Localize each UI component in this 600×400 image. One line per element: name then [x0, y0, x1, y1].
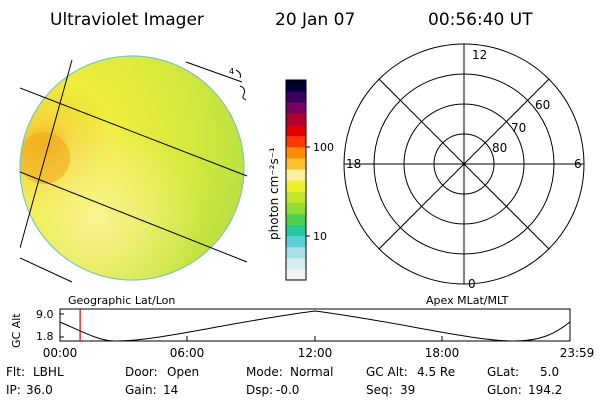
- polar-plot: 12 6 0 18 60 70 80: [343, 43, 585, 291]
- status-seq-value: 39: [400, 383, 415, 397]
- mlat-label-60: 60: [535, 98, 550, 112]
- time-label: 00:56:40 UT: [428, 10, 533, 30]
- geographic-grid-lines: [20, 59, 248, 283]
- color-bar-segment: [286, 168, 306, 181]
- timeline-xtick-1200: 12:00: [298, 346, 333, 360]
- color-bar-frame: [285, 79, 307, 281]
- color-bar-segment: [286, 180, 306, 192]
- status-glat-key: GLat:: [487, 365, 519, 379]
- earth-limb: [19, 55, 245, 281]
- timeline-xtick-1800: 18:00: [425, 346, 460, 360]
- status-glon-value: 194.2: [528, 383, 562, 397]
- date-label: 20 Jan 07: [275, 10, 355, 30]
- timeline-ticks: [59, 336, 571, 341]
- status-glat-value: 5.0: [540, 365, 559, 379]
- status-dsp-key: Dsp:: [246, 383, 273, 397]
- color-bar-segment: [286, 257, 306, 270]
- apex-label: Apex MLat/MLT: [426, 294, 509, 307]
- color-bar-segment: [286, 191, 306, 203]
- polar-diagonal-2: [378, 78, 550, 250]
- timeline-ytick-1-8: 1.8: [36, 330, 54, 343]
- mlt-label-0: 0: [468, 277, 476, 291]
- status-glon-key: GLon:: [487, 383, 522, 397]
- timeline-axis-label: GC Alt: [10, 313, 23, 348]
- mlt-label-6: 6: [574, 157, 582, 171]
- color-bar-segment: [286, 235, 306, 248]
- instrument-title: Ultraviolet Imager: [50, 10, 204, 30]
- status-door-value: Open: [167, 365, 199, 379]
- color-bar-segment: [286, 102, 306, 114]
- status-seq-key: Seq:: [366, 383, 393, 397]
- status-gain-key: Gain:: [125, 383, 157, 397]
- color-bar-segment: [286, 91, 306, 103]
- geographic-label: Geographic Lat/Lon: [68, 294, 175, 307]
- color-bar-segment: [286, 157, 306, 170]
- color-bar-segment: [286, 146, 306, 159]
- status-gain-value: 14: [163, 383, 178, 397]
- altitude-timeline: GC Alt 9.0 1.8 00:00 06:00 12:00 18:00 2…: [10, 308, 594, 360]
- color-bar: 100 10 photon cm⁻²s⁻¹: [267, 79, 334, 281]
- color-bar-segment: [286, 80, 306, 92]
- mlt-label-18: 18: [346, 157, 361, 171]
- colorbar-tick-10: 10: [313, 230, 327, 243]
- status-ip-key: IP:: [6, 383, 21, 397]
- status-door-key: Door:: [125, 365, 158, 379]
- image-annotation: 4: [229, 67, 234, 76]
- status-ip-value: 36.0: [26, 383, 53, 397]
- status-flt-key: Flt:: [6, 365, 25, 379]
- mlat-label-70: 70: [511, 121, 526, 135]
- status-flt-value: LBHL: [33, 365, 64, 379]
- color-bar-segment: [286, 268, 306, 281]
- color-bar-segment: [286, 113, 306, 126]
- color-bar-segment: [286, 246, 306, 259]
- terminator-marker: [235, 69, 247, 101]
- color-bar-segment: [286, 202, 306, 214]
- mlat-label-80: 80: [492, 141, 507, 155]
- status-gcalt-key: GC Alt:: [366, 365, 408, 379]
- timeline-xtick-2359: 23:59: [560, 346, 595, 360]
- uv-image-panel: 4: [19, 55, 248, 283]
- color-bar-segment: [286, 224, 306, 237]
- colorbar-tick-100: 100: [313, 141, 334, 154]
- timeline-xtick-0000: 00:00: [43, 346, 78, 360]
- status-panel: Flt: LBHL Door: Open Mode: Normal GC Alt…: [6, 365, 562, 397]
- color-bar-segment: [286, 135, 306, 148]
- status-mode-value: Normal: [290, 365, 333, 379]
- timeline-ytick-9: 9.0: [36, 308, 54, 321]
- mlt-label-12: 12: [472, 48, 487, 62]
- colorbar-unit-label: photon cm⁻²s⁻¹: [267, 147, 281, 240]
- color-bar-gradient: [286, 80, 306, 281]
- timeline-xtick-0600: 06:00: [170, 346, 205, 360]
- color-bar-segment: [286, 124, 306, 137]
- altitude-curve: [59, 310, 571, 342]
- status-gcalt-value: 4.5 Re: [417, 365, 455, 379]
- status-dsp-value: -0.0: [276, 383, 299, 397]
- status-mode-key: Mode:: [246, 365, 283, 379]
- color-bar-segment: [286, 213, 306, 226]
